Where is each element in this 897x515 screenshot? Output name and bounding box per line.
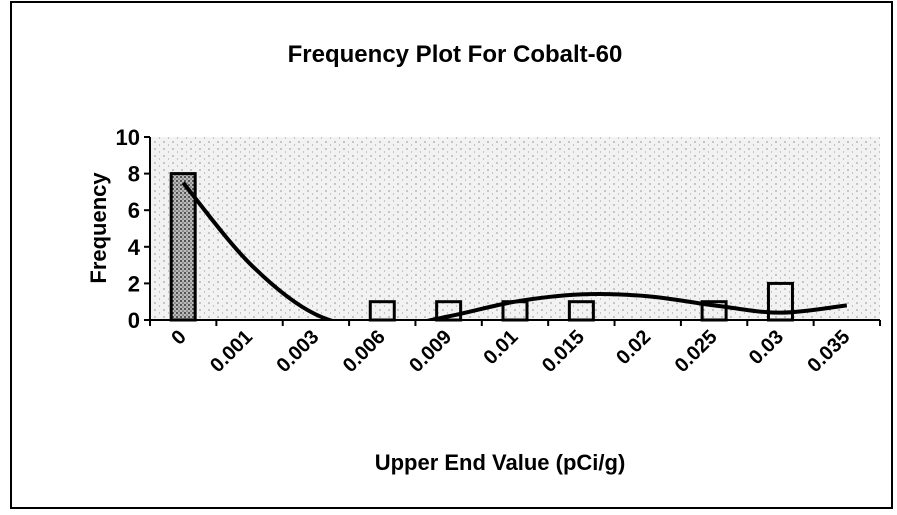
- y-tick-label: 10: [116, 125, 140, 150]
- trend-line: [181, 181, 848, 320]
- y-tick-label: 0: [128, 308, 140, 333]
- bar: [169, 172, 197, 322]
- y-tick-label: 6: [128, 198, 140, 223]
- plot-area: [150, 137, 880, 320]
- y-tick-label: 8: [128, 162, 140, 187]
- y-tick-label: 2: [128, 271, 140, 296]
- y-axis-label: Frequency: [86, 172, 111, 284]
- bar: [567, 300, 595, 322]
- bar: [368, 300, 396, 322]
- chart-title: Frequency Plot For Cobalt-60: [288, 41, 623, 68]
- y-tick-label: 4: [128, 235, 141, 260]
- x-axis-label: Upper End Value (pCi/g): [375, 450, 626, 475]
